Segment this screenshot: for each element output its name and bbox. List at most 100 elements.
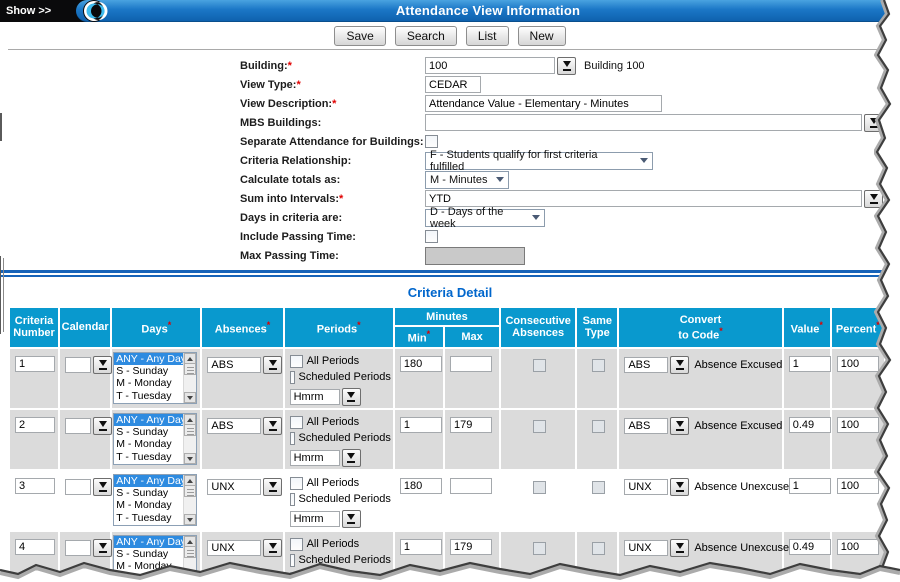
listbox-scrollbar[interactable]	[183, 474, 197, 525]
days-listbox[interactable]: ANY - Any Days S - Sunday M - Monday T -…	[113, 351, 198, 404]
homeroom-input[interactable]	[289, 449, 340, 466]
criteria-number-input[interactable]	[15, 538, 55, 555]
all-periods-checkbox[interactable]	[289, 415, 303, 429]
minutes-min-input[interactable]	[399, 538, 442, 555]
days-option-selected[interactable]: ANY - Any Days	[114, 352, 184, 366]
absences-input[interactable]	[207, 478, 262, 495]
all-periods-checkbox[interactable]	[289, 354, 303, 368]
minutes-max-input[interactable]	[449, 355, 492, 372]
value-input[interactable]	[788, 538, 831, 555]
calendar-input[interactable]	[65, 478, 92, 495]
criteria-number-input[interactable]	[15, 416, 55, 433]
homeroom-picker-button[interactable]	[341, 387, 361, 406]
scrollbar-thumb[interactable]	[184, 485, 197, 497]
percent-input[interactable]	[836, 538, 879, 555]
absences-picker-button[interactable]	[263, 355, 283, 374]
scroll-up-icon[interactable]	[184, 352, 197, 364]
days-option-selected[interactable]: ANY - Any Days	[114, 474, 184, 488]
absences-picker-button[interactable]	[263, 477, 283, 496]
days-option[interactable]: S - Sunday	[116, 365, 169, 378]
calendar-picker-button[interactable]	[93, 538, 113, 557]
listbox-scrollbar[interactable]	[183, 413, 197, 464]
homeroom-input[interactable]	[289, 388, 340, 405]
scroll-down-icon[interactable]	[184, 513, 197, 525]
days-option-selected[interactable]: ANY - Any Days	[114, 413, 184, 427]
new-button[interactable]: New	[517, 26, 566, 46]
scroll-down-icon[interactable]	[184, 452, 197, 464]
days-option[interactable]: M - Monday	[116, 560, 172, 573]
scroll-track[interactable]	[184, 558, 196, 575]
building-input[interactable]	[425, 57, 555, 74]
homeroom-input[interactable]	[289, 510, 340, 527]
absences-input[interactable]	[207, 417, 262, 434]
scroll-down-icon[interactable]	[184, 574, 197, 582]
building-picker-button[interactable]	[557, 56, 576, 75]
sum-intervals-input[interactable]	[425, 190, 862, 207]
scheduled-periods-checkbox[interactable]	[289, 431, 295, 445]
homeroom-input[interactable]	[289, 571, 340, 582]
scroll-down-icon[interactable]	[184, 391, 197, 403]
calendar-picker-button[interactable]	[93, 355, 113, 374]
scrollbar-thumb[interactable]	[184, 424, 197, 436]
all-periods-checkbox[interactable]	[289, 476, 303, 490]
calendar-picker-button[interactable]	[93, 477, 113, 496]
listbox-scrollbar[interactable]	[183, 535, 197, 582]
convert-code-input[interactable]	[624, 417, 669, 434]
convert-code-input[interactable]	[624, 539, 669, 556]
listbox-scrollbar[interactable]	[183, 352, 197, 403]
mbs-buildings-input[interactable]	[425, 114, 862, 131]
percent-input[interactable]	[836, 416, 879, 433]
homeroom-picker-button[interactable]	[341, 509, 361, 528]
show-menu-toggle[interactable]: Show >>	[6, 5, 52, 17]
minutes-max-input[interactable]	[449, 416, 492, 433]
absences-picker-button[interactable]	[263, 538, 283, 557]
minutes-min-input[interactable]	[399, 416, 442, 433]
scheduled-periods-checkbox[interactable]	[289, 553, 295, 567]
list-button[interactable]: List	[465, 26, 509, 46]
scroll-track[interactable]	[184, 497, 196, 514]
criteria-relationship-select[interactable]: F - Students qualify for first criteria …	[425, 149, 653, 173]
value-input[interactable]	[788, 355, 831, 372]
scrollbar-thumb[interactable]	[184, 546, 197, 558]
convert-code-picker-button[interactable]	[670, 538, 690, 557]
days-option[interactable]: M - Monday	[116, 377, 172, 390]
scrollbar-thumb[interactable]	[184, 363, 197, 375]
homeroom-picker-button[interactable]	[341, 570, 361, 582]
sum-intervals-picker-button[interactable]	[864, 189, 883, 208]
view-description-input[interactable]	[425, 95, 662, 112]
convert-code-input[interactable]	[624, 356, 669, 373]
minutes-max-input[interactable]	[449, 477, 492, 494]
separate-attendance-checkbox[interactable]	[425, 135, 438, 148]
scroll-track[interactable]	[184, 436, 196, 453]
days-listbox[interactable]: ANY - Any Days S - Sunday M - Monday T -…	[113, 534, 198, 582]
absences-input[interactable]	[207, 539, 262, 556]
criteria-number-input[interactable]	[15, 355, 55, 372]
days-listbox[interactable]: ANY - Any Days S - Sunday M - Monday T -…	[113, 473, 198, 526]
days-in-criteria-select[interactable]: D - Days of the week	[425, 206, 545, 230]
scroll-track[interactable]	[184, 375, 196, 392]
days-option-selected[interactable]: ANY - Any Days	[114, 535, 184, 549]
minutes-min-input[interactable]	[399, 355, 442, 372]
calendar-input[interactable]	[65, 417, 92, 434]
convert-code-input[interactable]	[624, 478, 669, 495]
view-type-input[interactable]	[425, 76, 481, 93]
scroll-up-icon[interactable]	[184, 535, 197, 547]
days-option[interactable]: T - Tuesday	[116, 450, 172, 463]
minutes-max-input[interactable]	[449, 538, 492, 555]
value-input[interactable]	[788, 477, 831, 494]
days-option[interactable]: S - Sunday	[116, 548, 169, 561]
include-passing-checkbox[interactable]	[425, 230, 438, 243]
scroll-up-icon[interactable]	[184, 474, 197, 486]
calendar-picker-button[interactable]	[93, 416, 113, 435]
days-option[interactable]: T - Tuesday	[116, 572, 172, 582]
convert-code-picker-button[interactable]	[670, 355, 690, 374]
save-button[interactable]: Save	[334, 26, 386, 46]
search-button[interactable]: Search	[394, 26, 457, 46]
scheduled-periods-checkbox[interactable]	[289, 370, 295, 384]
homeroom-picker-button[interactable]	[341, 448, 361, 467]
all-periods-checkbox[interactable]	[289, 537, 303, 551]
scroll-up-icon[interactable]	[184, 413, 197, 425]
days-option[interactable]: T - Tuesday	[116, 511, 172, 524]
percent-input[interactable]	[836, 355, 879, 372]
calendar-input[interactable]	[65, 356, 92, 373]
